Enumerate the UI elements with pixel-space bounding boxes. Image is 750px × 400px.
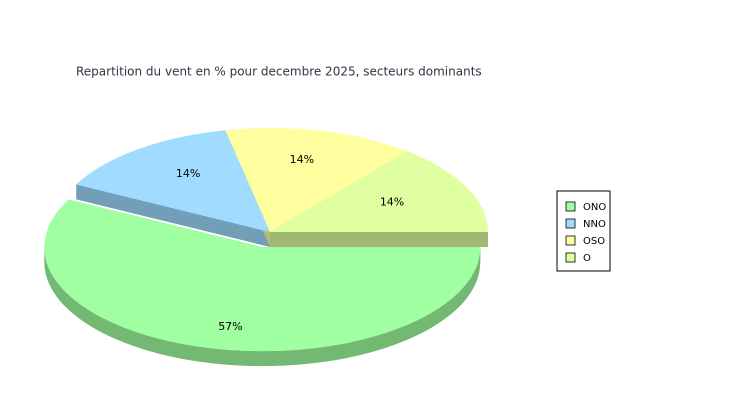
legend-label: ONO xyxy=(583,202,606,213)
legend-swatch xyxy=(565,201,576,212)
slice xyxy=(76,130,270,232)
legend-label: OSO xyxy=(583,236,605,247)
slice-label: 57% xyxy=(218,320,242,333)
slice xyxy=(270,151,488,232)
chart-title: Repartition du vent en % pour decembre 2… xyxy=(76,65,482,79)
slice xyxy=(44,199,481,352)
legend-label: O xyxy=(583,253,591,264)
slice-side xyxy=(270,232,488,247)
legend-swatch xyxy=(565,218,576,229)
slice-label: 14% xyxy=(290,153,314,166)
slice-side xyxy=(76,184,270,247)
legend-swatch xyxy=(565,235,576,246)
legend-label: NNO xyxy=(583,219,606,230)
slice xyxy=(225,128,408,232)
slice-label: 14% xyxy=(380,195,404,208)
slice-label: 14% xyxy=(176,167,200,180)
legend-swatch xyxy=(565,252,576,263)
